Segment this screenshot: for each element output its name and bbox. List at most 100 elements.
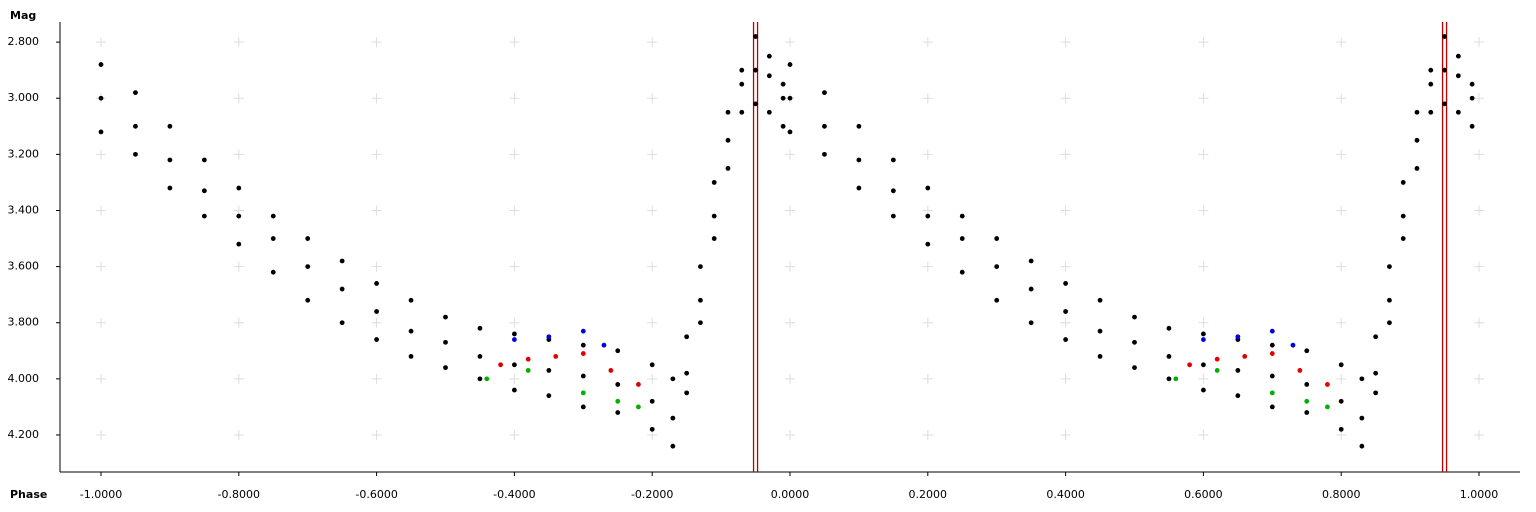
grid-cross bbox=[233, 429, 244, 440]
grid-cross bbox=[647, 205, 658, 216]
data-point bbox=[305, 236, 311, 241]
data-point bbox=[305, 264, 311, 269]
grid-cross bbox=[233, 373, 244, 384]
data-point bbox=[636, 404, 641, 410]
data-point bbox=[443, 314, 448, 320]
grid-cross bbox=[922, 261, 933, 272]
grid-cross bbox=[1336, 149, 1347, 160]
x-tick-label: 0.6000 bbox=[1184, 488, 1223, 501]
data-point bbox=[1269, 342, 1275, 348]
grid-cross bbox=[647, 261, 658, 272]
data-point bbox=[739, 109, 745, 115]
data-point bbox=[305, 297, 311, 303]
data-point bbox=[1269, 404, 1275, 410]
grid-cross bbox=[1336, 373, 1347, 384]
data-point bbox=[787, 95, 793, 101]
y-tick-label: 3.800 bbox=[8, 316, 40, 329]
grid-cross bbox=[95, 261, 106, 272]
grid-cross bbox=[647, 37, 658, 48]
y-tick-label: 3.000 bbox=[8, 91, 40, 104]
data-point bbox=[1063, 309, 1069, 314]
data-point bbox=[1359, 376, 1365, 382]
grid-cross bbox=[371, 373, 382, 384]
data-point bbox=[698, 320, 703, 326]
data-point bbox=[739, 67, 745, 73]
data-point bbox=[477, 376, 483, 382]
x-tick-label: 0.2000 bbox=[909, 488, 948, 501]
grid-cross bbox=[1336, 261, 1347, 272]
data-point bbox=[408, 297, 414, 303]
data-point bbox=[1455, 109, 1461, 115]
y-tick-label: 3.600 bbox=[8, 260, 40, 273]
data-point bbox=[959, 236, 965, 241]
data-point bbox=[1338, 426, 1344, 432]
data-point bbox=[1297, 368, 1303, 373]
data-point bbox=[753, 101, 758, 107]
data-point bbox=[511, 337, 517, 342]
data-point bbox=[580, 373, 586, 379]
data-point bbox=[1469, 81, 1475, 87]
data-point bbox=[856, 157, 862, 163]
y-tick-label: 2.800 bbox=[8, 35, 40, 48]
data-point bbox=[615, 398, 621, 404]
data-point bbox=[684, 334, 690, 340]
data-point bbox=[1063, 281, 1069, 286]
data-point bbox=[1442, 101, 1447, 107]
data-point bbox=[1201, 337, 1206, 342]
data-point bbox=[1414, 165, 1420, 171]
data-point bbox=[167, 185, 173, 191]
data-point bbox=[890, 157, 896, 163]
data-point bbox=[1304, 410, 1310, 415]
grid-cross bbox=[1198, 373, 1209, 384]
data-point bbox=[684, 390, 690, 396]
grid-cross bbox=[233, 93, 244, 104]
data-point bbox=[1269, 328, 1275, 334]
grid-cross bbox=[1474, 37, 1484, 48]
data-point bbox=[780, 123, 786, 129]
grid-cross bbox=[785, 373, 795, 384]
grid-cross bbox=[1474, 205, 1484, 216]
grid-cross bbox=[1336, 37, 1347, 48]
grid-cross bbox=[371, 429, 382, 440]
data-point bbox=[580, 351, 586, 356]
grid-cross bbox=[922, 373, 933, 384]
grid-cross bbox=[1198, 149, 1209, 160]
data-point bbox=[711, 180, 717, 185]
data-point bbox=[580, 342, 586, 348]
data-point bbox=[1242, 353, 1248, 359]
data-point bbox=[1373, 370, 1379, 376]
data-point bbox=[443, 339, 448, 345]
data-point bbox=[1414, 109, 1420, 115]
data-point bbox=[1290, 342, 1296, 348]
x-tick-label: 0.0000 bbox=[771, 488, 810, 501]
grid-cross bbox=[922, 149, 933, 160]
data-point bbox=[753, 67, 758, 73]
grid-cross bbox=[1474, 429, 1484, 440]
grid-cross bbox=[1060, 317, 1071, 328]
data-point bbox=[1428, 67, 1434, 73]
data-point bbox=[1097, 328, 1103, 334]
grid-cross bbox=[1198, 261, 1209, 272]
grid-cross bbox=[785, 149, 795, 160]
data-point bbox=[1028, 258, 1034, 264]
x-tick-label: -0.6000 bbox=[355, 488, 397, 501]
data-point bbox=[1387, 297, 1392, 303]
data-point bbox=[608, 368, 614, 373]
data-point bbox=[1166, 353, 1172, 359]
data-point bbox=[1455, 73, 1461, 79]
data-point bbox=[890, 188, 896, 194]
grid-cross bbox=[509, 205, 520, 216]
data-point bbox=[1166, 376, 1172, 382]
grid-cross bbox=[1060, 261, 1071, 272]
data-point bbox=[822, 123, 827, 129]
grid-cross bbox=[1198, 205, 1209, 216]
grid-cross bbox=[1474, 261, 1484, 272]
data-point bbox=[994, 264, 1000, 269]
grid-cross bbox=[647, 93, 658, 104]
data-point bbox=[1304, 382, 1310, 387]
data-point bbox=[1304, 398, 1310, 404]
data-point bbox=[725, 109, 731, 115]
data-point bbox=[822, 90, 827, 96]
data-point bbox=[1428, 81, 1434, 87]
